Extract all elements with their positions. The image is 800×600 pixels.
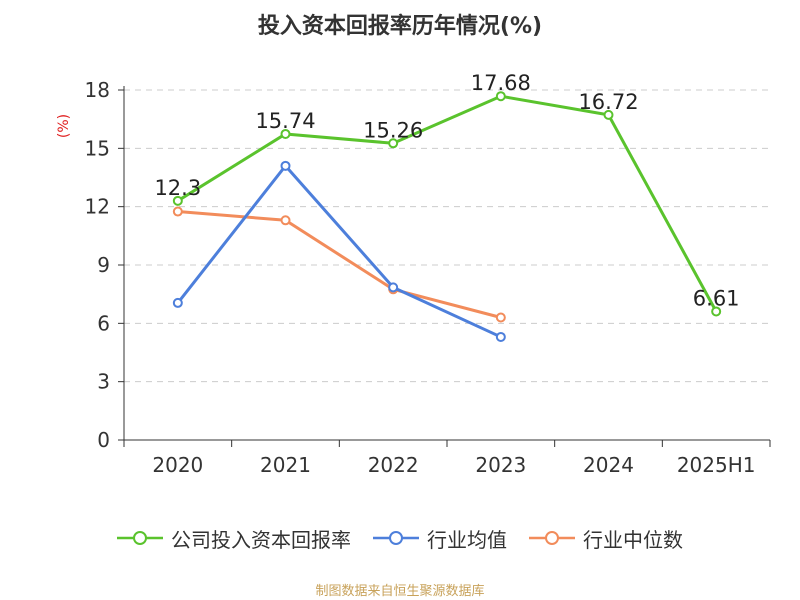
data-point [388,282,399,293]
y-axis-unit-label: (%) [56,114,72,138]
legend-label: 行业均值 [427,527,507,552]
legend-label: 公司投入资本回报率 [171,527,351,552]
data-point [280,160,291,171]
legend-item[interactable]: 行业均值 [373,524,507,553]
data-point [172,195,183,206]
data-label: 12.3 [154,176,201,200]
data-point [495,91,506,102]
y-tick-label: 12 [85,195,110,219]
data-point [495,312,506,323]
y-tick-label: 15 [85,136,110,160]
data-point [172,297,183,308]
x-tick-label: 2020 [152,453,203,477]
data-point [603,109,614,120]
legend-swatch-icon [373,530,419,546]
data-label: 16.72 [578,90,638,114]
legend-item[interactable]: 行业中位数 [529,524,683,553]
data-point [172,206,183,217]
data-point [711,306,722,317]
data-label: 6.61 [693,286,740,310]
legend-swatch-icon [529,530,575,546]
data-point [280,128,291,139]
x-tick-label: 2025H1 [677,453,756,477]
chart-title: 投入资本回报率历年情况(%) [257,14,543,39]
series-line [177,210,502,319]
data-source-note: 制图数据来自恒生聚源数据库 [315,584,485,599]
data-point [495,331,506,342]
y-tick-label: 3 [97,370,110,394]
legend-swatch-icon [117,530,163,546]
data-point [280,215,291,226]
data-label: 15.74 [255,109,315,133]
data-label: 17.68 [471,71,531,95]
y-tick-label: 6 [97,311,110,335]
y-tick-label: 18 [85,78,110,102]
data-point [388,138,399,149]
data-label: 15.26 [363,118,423,142]
chart-legend: 公司投入资本回报率 行业均值 行业中位数 [0,518,800,558]
series-line [176,164,502,339]
x-tick-label: 2021 [260,453,311,477]
x-tick-label: 2024 [583,453,634,477]
y-tick-label: 0 [97,428,110,452]
legend-label: 行业中位数 [583,527,683,552]
legend-item[interactable]: 公司投入资本回报率 [117,524,351,553]
x-tick-label: 2023 [475,453,526,477]
x-tick-label: 2022 [368,453,419,477]
y-tick-label: 9 [97,253,110,277]
series-line [177,94,718,313]
